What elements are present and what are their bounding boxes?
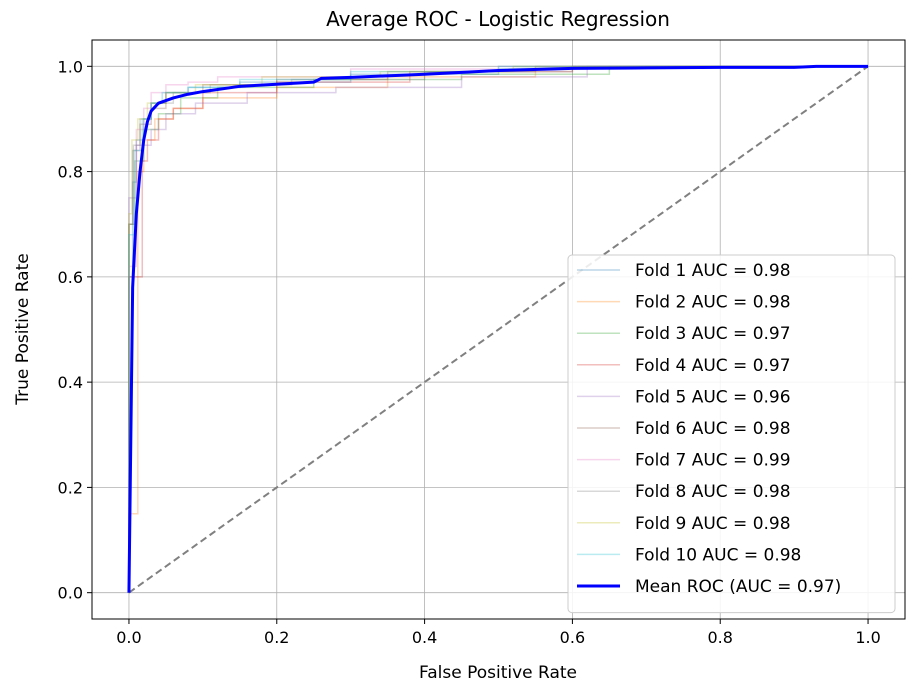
legend-entry-label: Fold 4 AUC = 0.97 (635, 356, 791, 376)
x-tick-label: 0.2 (264, 628, 289, 647)
legend-entry-label: Fold 7 AUC = 0.99 (635, 451, 791, 471)
plot-frame (91, 39, 906, 620)
fold-10-roc-line (128, 65, 869, 593)
mean-roc-curve (127, 64, 869, 593)
legend-entry-label: Fold 8 AUC = 0.98 (635, 482, 791, 502)
y-tick-label: 0.6 (58, 268, 83, 287)
legend-entry-label: Mean ROC (AUC = 0.97) (635, 577, 841, 597)
mean-roc-line (127, 64, 869, 593)
fold-7-roc-line (128, 65, 869, 593)
legend-entry-label: Fold 3 AUC = 0.97 (635, 324, 791, 344)
legend-entry-label: Fold 5 AUC = 0.96 (635, 387, 791, 407)
y-tick-label: 0.2 (58, 478, 83, 497)
fold-3-roc-line (128, 65, 869, 593)
y-tick-label: 0.0 (58, 584, 83, 603)
x-tick-label: 0.6 (560, 628, 585, 647)
y-tick-label: 0.8 (58, 163, 83, 182)
y-tick-label: 1.0 (58, 57, 83, 76)
fold-5-roc-line (128, 65, 869, 593)
x-tick-label: 1.0 (855, 628, 880, 647)
legend-entry-label: Fold 10 AUC = 0.98 (635, 545, 801, 565)
x-tick-label: 0.0 (116, 628, 141, 647)
fold-8-roc-line (128, 65, 869, 593)
axis-ticks: 0.0 0.2 0.4 0.6 0.8 1.0 0.0 0.2 0.4 0.6 0.8 1.0 (58, 57, 881, 647)
chance-line (128, 65, 869, 594)
legend-entry-label: Fold 9 AUC = 0.98 (635, 514, 791, 534)
legend-entry-label: Fold 6 AUC = 0.98 (635, 419, 791, 439)
y-tick-label: 0.4 (58, 373, 83, 392)
legend-box (567, 254, 896, 614)
legend-entry-label: Fold 1 AUC = 0.98 (635, 261, 791, 281)
x-tick-label: 0.8 (708, 628, 733, 647)
x-axis-label: False Positive Rate (419, 663, 577, 683)
fold-6-roc-line (128, 65, 869, 593)
legend: Fold 1 AUC = 0.98 Fold 2 AUC = 0.98 Fold 3… (567, 254, 896, 614)
y-axis-label: True Positive Rate (13, 253, 33, 405)
fold-9-roc-line (128, 65, 869, 593)
legend-entry-label: Fold 2 AUC = 0.98 (635, 293, 791, 313)
x-tick-label: 0.4 (412, 628, 437, 647)
chart-title: Average ROC - Logistic Regression (326, 7, 670, 31)
chance-diagonal-line (128, 65, 869, 594)
